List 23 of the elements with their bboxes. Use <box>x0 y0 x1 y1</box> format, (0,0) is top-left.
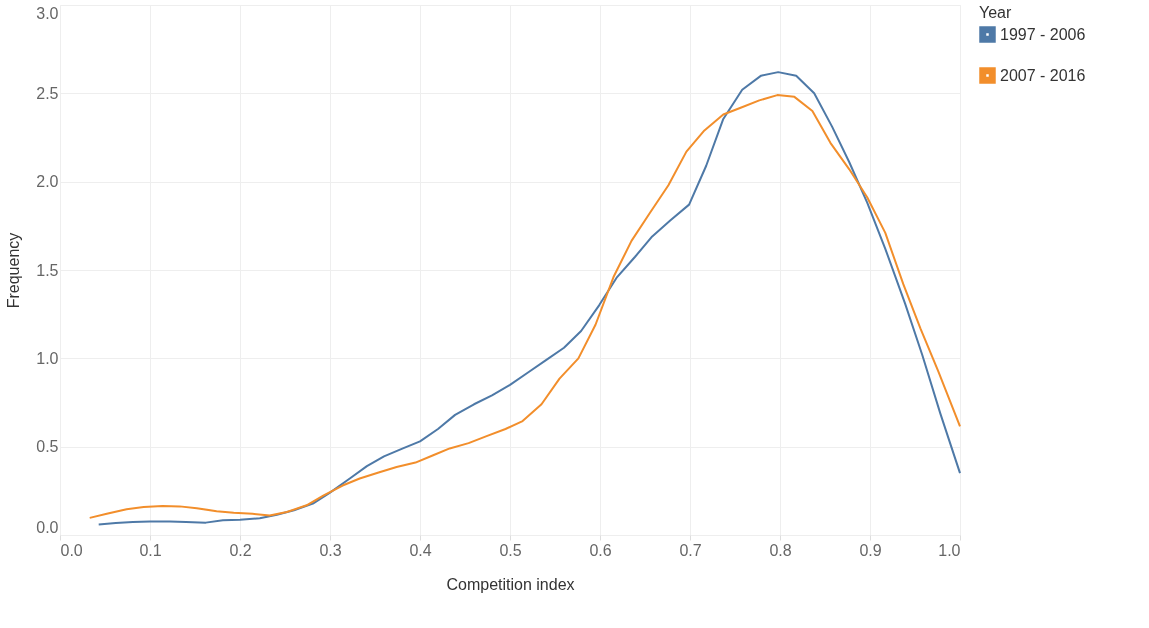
x-tick-label: 0.3 <box>319 541 342 559</box>
x-tick-label: 0.2 <box>229 541 252 559</box>
y-axis-title: Frequency <box>5 232 23 309</box>
x-tick-label: 0.1 <box>139 541 162 559</box>
legend-title: Year <box>979 4 1012 21</box>
legend-label: 2007 - 2016 <box>1000 66 1086 84</box>
x-axis-title: Competition index <box>446 575 575 593</box>
x-tick-label: 0.7 <box>679 541 702 559</box>
x-tick-label: 0.5 <box>499 541 522 559</box>
y-tick-label: 1.0 <box>36 349 59 367</box>
x-tick-label: 0.9 <box>859 541 882 559</box>
x-tick-label: 0.4 <box>409 541 432 559</box>
y-tick-label: 3.0 <box>36 4 59 22</box>
y-tick-label: 1.5 <box>36 261 59 279</box>
x-tick-label: 0.8 <box>769 541 792 559</box>
y-tick-label: 2.0 <box>36 173 59 191</box>
legend-label: 1997 - 2006 <box>1000 25 1086 43</box>
x-tick-label: 1.0 <box>938 541 961 559</box>
x-tick-label: 0.6 <box>589 541 612 559</box>
y-tick-label: 0.5 <box>36 438 59 456</box>
x-tick-label: 0.0 <box>60 541 83 559</box>
y-tick-label: 2.5 <box>36 84 59 102</box>
y-tick-label: 0.0 <box>36 518 59 536</box>
